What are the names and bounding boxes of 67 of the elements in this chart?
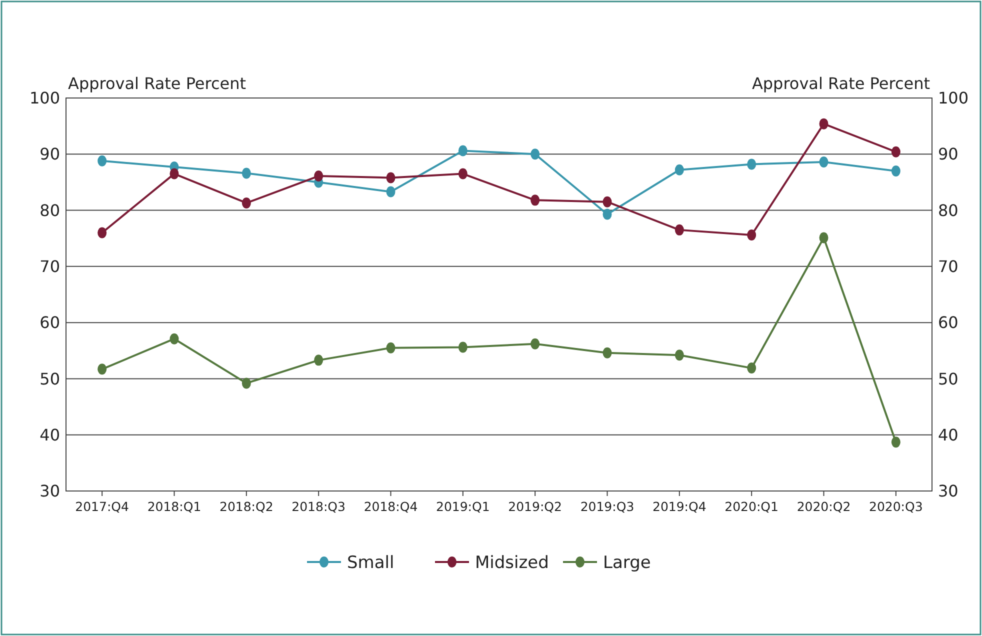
y2-tick-label: 70	[938, 257, 958, 276]
y2-tick-label: 40	[938, 425, 958, 444]
y-tick-label: 70	[40, 257, 60, 276]
point	[674, 350, 684, 361]
y2-tick-label: 30	[938, 482, 958, 501]
point	[819, 156, 828, 168]
point	[386, 342, 396, 354]
x-tick-label: 2017:Q4	[75, 499, 130, 514]
point	[98, 364, 107, 375]
legend-label: Large	[603, 552, 651, 573]
point	[458, 168, 468, 180]
y2-tick-label: 90	[938, 144, 958, 164]
x-tick-label: 2018:Q2	[220, 499, 274, 514]
point	[674, 224, 684, 236]
point	[674, 164, 684, 176]
point	[747, 158, 756, 170]
point	[242, 197, 251, 208]
x-tick-label: 2018:Q3	[292, 499, 346, 514]
point	[891, 165, 900, 176]
point	[314, 354, 324, 366]
point	[386, 172, 396, 184]
point	[98, 155, 107, 166]
point	[530, 338, 540, 350]
point	[314, 170, 324, 182]
point	[458, 342, 468, 353]
y-tick-label: 40	[40, 425, 60, 444]
x-tick-label: 2019:Q1	[436, 499, 490, 514]
x-tick-label: 2020:Q2	[796, 499, 851, 514]
y-tick-label: 60	[40, 313, 60, 332]
x-tick-label: 2019:Q3	[580, 499, 634, 514]
point	[891, 436, 900, 448]
y-axis-title: Approval Rate Percent	[68, 74, 246, 93]
point	[602, 196, 612, 208]
y-tick-label: 90	[40, 144, 60, 164]
point	[170, 333, 179, 344]
point	[530, 148, 540, 160]
point	[386, 186, 396, 198]
point	[242, 378, 251, 389]
x-tick-label: 2020:Q1	[724, 499, 778, 514]
point	[530, 194, 540, 206]
point	[891, 146, 900, 158]
x-tick-label: 2018:Q4	[364, 499, 418, 514]
legend-label: Midsized	[475, 552, 549, 573]
x-tick-label: 2018:Q1	[147, 499, 202, 514]
y2-tick-label: 80	[938, 200, 958, 220]
x-tick-label: 2019:Q4	[652, 499, 706, 514]
legend-label: Small	[347, 552, 394, 573]
point	[602, 347, 612, 358]
point	[602, 208, 612, 220]
point	[98, 227, 107, 238]
point	[819, 232, 828, 244]
y2-axis-title: Approval Rate Percent	[752, 74, 930, 93]
point	[170, 168, 179, 180]
x-tick-label: 2020:Q3	[869, 499, 923, 514]
point	[242, 168, 251, 179]
y-tick-label: 30	[40, 482, 60, 501]
point	[747, 229, 756, 240]
y-tick-label: 50	[40, 369, 60, 388]
point	[747, 362, 756, 374]
y2-tick-label: 50	[938, 369, 958, 388]
y-tick-label: 100	[29, 88, 60, 108]
y-tick-label: 80	[40, 200, 60, 220]
y2-tick-label: 60	[938, 313, 958, 332]
point	[458, 145, 468, 156]
x-tick-label: 2019:Q2	[508, 499, 562, 514]
point	[819, 118, 828, 130]
y2-tick-label: 100	[938, 88, 969, 108]
